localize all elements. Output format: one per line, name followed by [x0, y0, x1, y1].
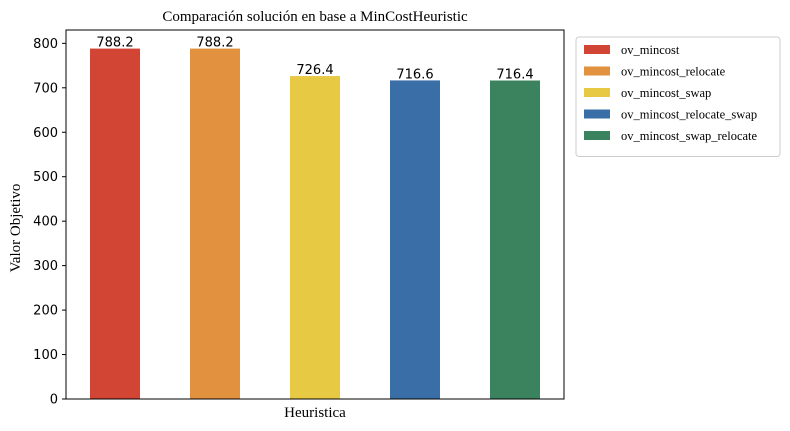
legend: ov_mincost ov_mincost_relocate ov_mincost_… [575, 36, 781, 157]
data-label: 788.2 [96, 36, 133, 51]
legend-box [575, 36, 781, 157]
y-tick-label: 400 [33, 215, 58, 230]
plot-frame [65, 29, 565, 400]
y-tick-label: 800 [33, 37, 58, 52]
bar-ov-mincost-relocate [190, 48, 240, 399]
legend-swatch [584, 131, 610, 140]
bar-ov-mincost-relocate-swap [390, 80, 440, 399]
legend-entry: ov_mincost_relocate [621, 65, 726, 79]
data-label: 716.4 [496, 68, 533, 83]
legend-entry: ov_mincost_swap_relocate [621, 129, 758, 143]
bar-ov-mincost [90, 48, 140, 399]
legend-entry: ov_mincost_relocate_swap [621, 108, 757, 122]
legend-swatch [584, 45, 610, 54]
y-axis-ticks: 0 100 200 300 400 500 600 700 800 [33, 37, 66, 408]
legend-entry: ov_mincost [621, 43, 680, 57]
y-tick-label: 300 [33, 259, 58, 274]
data-label: 716.6 [396, 67, 433, 82]
legend-swatch [584, 88, 610, 97]
y-tick-label: 200 [33, 304, 58, 319]
bar-ov-mincost-swap [290, 76, 340, 399]
y-tick-label: 100 [33, 348, 58, 363]
data-labels-group: 788.2 788.2 726.4 716.6 716.4 [96, 36, 533, 83]
data-label: 726.4 [296, 63, 333, 78]
bar-ov-mincost-swap-relocate [490, 80, 540, 400]
chart-title: Comparación solución en base a MinCostHe… [162, 9, 468, 25]
legend-entry: ov_mincost_swap [621, 86, 711, 100]
bars-group [90, 48, 540, 400]
y-axis-label: Valor Objetivo [8, 184, 24, 273]
y-tick-label: 500 [33, 170, 58, 185]
y-tick-label: 700 [33, 81, 58, 96]
y-tick-label: 600 [33, 126, 58, 141]
legend-swatch [584, 109, 610, 119]
data-label: 788.2 [196, 36, 233, 51]
x-axis-label: Heuristica [284, 405, 346, 421]
legend-swatch [584, 66, 610, 76]
y-tick-label: 0 [50, 393, 58, 408]
